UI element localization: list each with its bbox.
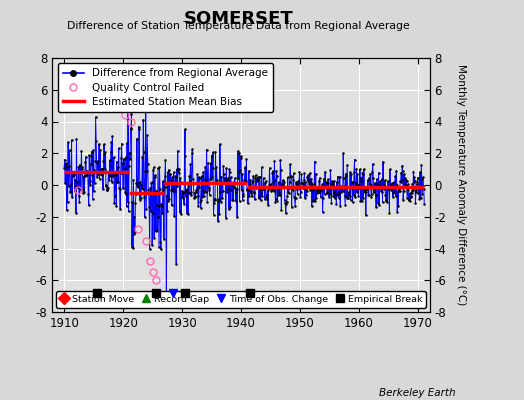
Y-axis label: Monthly Temperature Anomaly Difference (°C): Monthly Temperature Anomaly Difference (… xyxy=(456,64,466,306)
Text: SOMERSET: SOMERSET xyxy=(183,10,293,28)
Legend: Difference from Regional Average, Quality Control Failed, Estimated Station Mean: Difference from Regional Average, Qualit… xyxy=(58,63,273,112)
Text: Difference of Station Temperature Data from Regional Average: Difference of Station Temperature Data f… xyxy=(67,21,410,31)
Text: Berkeley Earth: Berkeley Earth xyxy=(379,388,456,398)
